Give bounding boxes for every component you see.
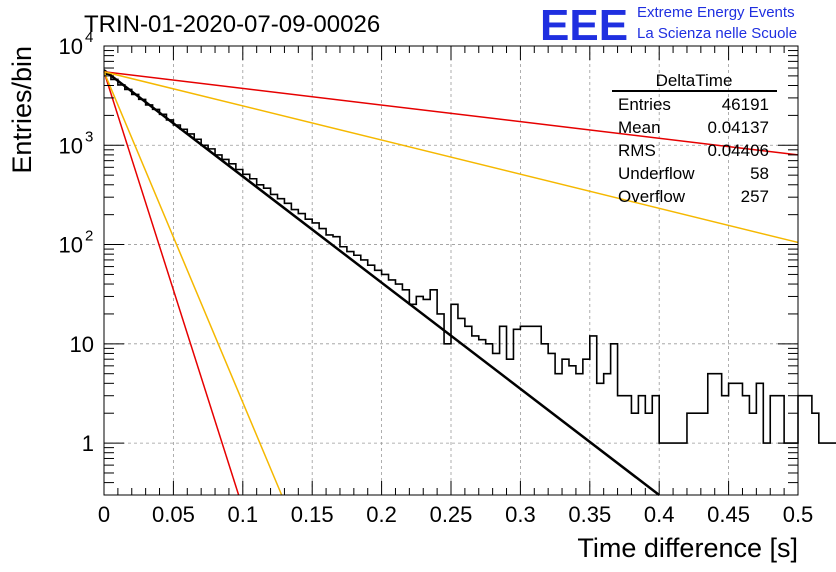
eee-logo-mark: EEE	[540, 1, 628, 50]
x-tick-label: 0.4	[644, 502, 675, 527]
fit-line-1	[103, 71, 799, 156]
grid	[104, 46, 798, 495]
y-tick-exponent: 2	[85, 228, 93, 245]
fit-line-0	[103, 69, 660, 496]
stats-title: DeltaTime	[656, 71, 733, 90]
fit-line-4	[103, 71, 283, 496]
x-tick-label: 0.35	[568, 502, 611, 527]
x-tick-label: 0.25	[430, 502, 473, 527]
stats-box: DeltaTime Entries 46191 Mean 0.04137 RMS 0.04…	[612, 71, 777, 206]
stats-row-value: 46191	[722, 95, 769, 114]
y-tick-label: 10	[70, 332, 94, 357]
fit-line-3	[103, 71, 240, 496]
eee-logo-line1: Extreme Energy Events	[637, 4, 795, 21]
y-tick-label: 10	[59, 34, 83, 59]
stats-row-value: 0.04137	[708, 118, 769, 137]
x-tick-label: 0	[98, 502, 110, 527]
stats-row-label: Entries	[618, 95, 671, 114]
y-tick-exponent: 3	[85, 128, 93, 145]
chart-title: TRIN-01-2020-07-09-00026	[84, 11, 380, 38]
x-tick-label: 0.05	[152, 502, 195, 527]
fit-line-2	[103, 71, 799, 244]
stats-row-value: 257	[741, 187, 769, 206]
eee-logo: EEE Extreme Energy Events La Scienza nel…	[540, 1, 797, 50]
y-tick-label: 10	[59, 233, 83, 258]
y-axis-label: Entries/bin	[7, 46, 37, 174]
y-tick-label: 10	[59, 133, 83, 158]
x-axis: 0 0.05 0.1 0.15 0.2 0.25 0.3 0.35 0.4 0.45 0.5	[98, 46, 813, 527]
stats-row-label: Underflow	[618, 164, 695, 183]
x-tick-label: 0.5	[783, 502, 814, 527]
fit-lines	[103, 69, 799, 496]
histogram-steps	[104, 73, 836, 444]
x-tick-label: 0.2	[366, 502, 397, 527]
eee-logo-line2: La Scienza nelle Scuole	[637, 25, 797, 42]
stats-row-label: Mean	[618, 118, 661, 137]
x-axis-label: Time difference [s]	[577, 533, 798, 563]
x-tick-label: 0.3	[505, 502, 536, 527]
x-tick-label: 0.15	[291, 502, 334, 527]
y-tick-exponent: 4	[85, 29, 93, 46]
y-tick-label: 1	[82, 431, 94, 456]
stats-row-label: Overflow	[618, 187, 686, 206]
stats-row-value: 0.04406	[708, 141, 769, 160]
stats-row-value: 58	[750, 164, 769, 183]
stats-row-label: RMS	[618, 141, 656, 160]
x-tick-label: 0.45	[707, 502, 750, 527]
x-tick-label: 0.1	[228, 502, 259, 527]
